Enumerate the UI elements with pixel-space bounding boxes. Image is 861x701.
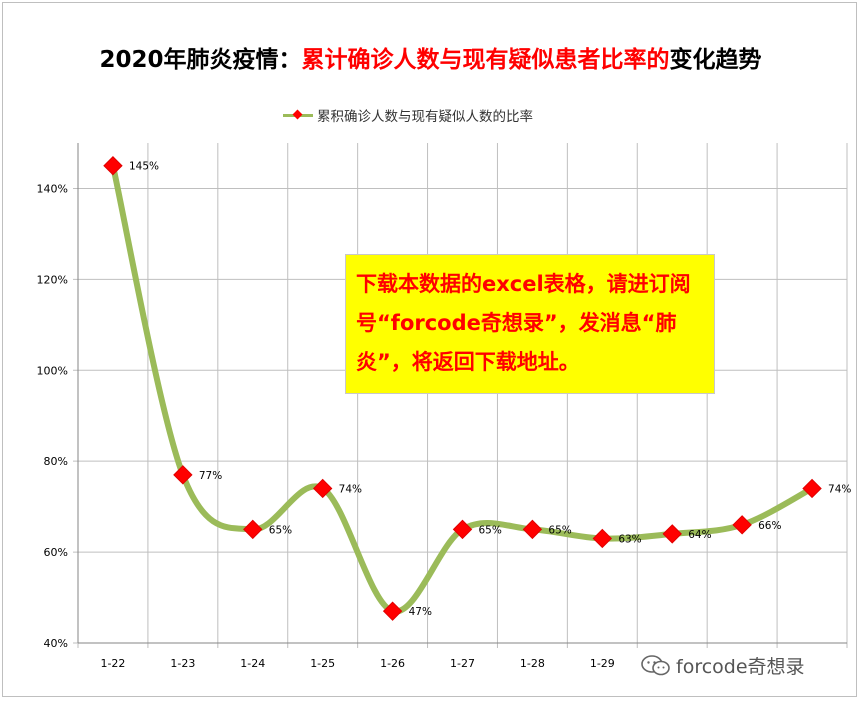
data-point-marker [312, 478, 333, 499]
x-tick-label: 1-26 [380, 657, 405, 670]
data-point-marker [522, 519, 543, 540]
x-tick-label: 1-22 [100, 657, 125, 670]
title-highlight: 累计确诊人数与现有疑似患者比率的 [301, 47, 670, 73]
x-tick-label: 1-27 [450, 657, 475, 670]
data-label: 66% [758, 520, 781, 532]
data-label: 63% [618, 533, 641, 545]
chart-title: 2020年肺炎疫情：累计确诊人数与现有疑似患者比率的变化趋势 [0, 40, 861, 74]
x-tick-label: 1-28 [520, 657, 545, 670]
x-tick-label: 1-29 [590, 657, 615, 670]
legend-label: 累积确诊人数与现有疑似人数的比率 [317, 109, 533, 125]
data-label: 64% [688, 529, 711, 541]
y-tick-label: 100% [37, 364, 68, 377]
y-tick-label: 40% [44, 637, 68, 650]
title-prefix: 2020年肺炎疫情： [99, 47, 302, 73]
data-point-marker [103, 156, 123, 176]
data-point-marker [452, 519, 473, 540]
title-suffix: 变化趋势 [669, 47, 762, 73]
legend-swatch [283, 109, 313, 121]
x-tick-label: 1-23 [170, 657, 195, 670]
data-label: 65% [479, 524, 502, 536]
x-tick-label: 1-24 [240, 657, 265, 670]
download-notice: 下载本数据的excel表格，请进订阅号“forcode奇想录”，发消息“肺炎”，… [345, 254, 715, 394]
chart-legend: 累积确诊人数与现有疑似人数的比率 [283, 104, 533, 126]
wechat-icon [641, 654, 670, 675]
data-point-marker [732, 515, 752, 535]
data-label: 77% [199, 470, 222, 482]
data-label: 65% [269, 524, 292, 536]
data-label: 47% [409, 606, 432, 618]
y-tick-label: 60% [44, 546, 68, 559]
data-point-marker [382, 601, 403, 621]
data-point-marker [802, 478, 822, 499]
data-point-marker [662, 524, 682, 544]
y-tick-label: 120% [37, 273, 68, 286]
x-tick-label: 1-25 [310, 657, 335, 670]
data-point-marker [243, 519, 263, 540]
watermark-text: forcode奇想录 [676, 656, 805, 678]
watermark: forcode奇想录 [640, 652, 805, 679]
data-label: 65% [548, 524, 571, 536]
data-point-marker [592, 528, 613, 549]
y-tick-label: 80% [44, 455, 68, 468]
data-point-marker [173, 465, 193, 485]
data-label: 145% [129, 161, 159, 173]
data-label: 74% [828, 483, 851, 495]
y-tick-label: 140% [37, 182, 68, 195]
data-label: 74% [339, 483, 362, 495]
